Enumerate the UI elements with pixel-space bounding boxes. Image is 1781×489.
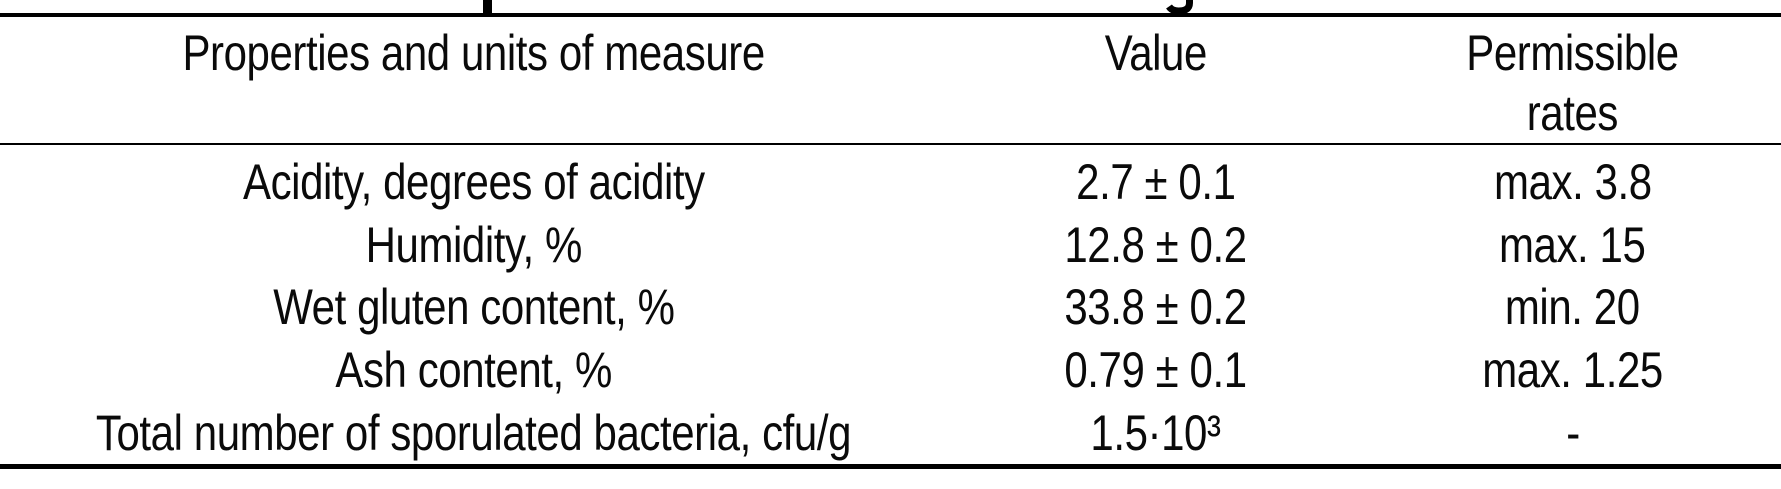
property-text: Total number of sporulated bacteria, cfu…	[96, 404, 852, 461]
property-cell: Humidity, %	[0, 216, 947, 274]
table-top-border	[0, 13, 1781, 17]
table-row: Humidity, % 12.8 ± 0.2 max. 15	[0, 214, 1781, 277]
value-cell: 33.8 ± 0.2	[947, 278, 1364, 336]
property-text: Ash content, %	[335, 342, 613, 399]
property-cell: Ash content, %	[0, 341, 947, 399]
table-header-row: Properties and units of measure Value Pe…	[0, 17, 1781, 143]
header-divider	[0, 143, 1781, 145]
header-cell-permissible-rates: Permissible rates	[1364, 23, 1781, 143]
header-cell-value: Value	[947, 23, 1364, 143]
value-text: 12.8 ± 0.2	[1064, 216, 1248, 273]
table-row: Wet gluten content, % 33.8 ± 0.2 min. 20	[0, 276, 1781, 339]
rate-text: max. 3.8	[1493, 154, 1652, 211]
value-text: 33.8 ± 0.2	[1064, 279, 1248, 336]
table-body: Acidity, degrees of acidity 2.7 ± 0.1 ma…	[0, 145, 1781, 464]
property-cell: Wet gluten content, %	[0, 278, 947, 336]
value-cell: 1.5·10³	[947, 404, 1364, 462]
header-cell-properties: Properties and units of measure	[0, 23, 947, 143]
value-cell: 2.7 ± 0.1	[947, 153, 1364, 211]
table-bottom-border	[0, 464, 1781, 469]
rate-text: min. 20	[1505, 279, 1641, 336]
rate-text: max. 1.25	[1482, 342, 1663, 399]
value-text: 2.7 ± 0.1	[1076, 154, 1236, 211]
rate-text: -	[1565, 404, 1580, 461]
header-properties-label: Properties and units of measure	[182, 25, 766, 81]
property-cell: Acidity, degrees of acidity	[0, 153, 947, 211]
rate-cell: max. 15	[1364, 216, 1781, 274]
rate-text: max. 15	[1499, 216, 1646, 273]
header-permissible-label-line1: Permissible	[1466, 25, 1679, 81]
header-permissible-label-line2: rates	[1526, 85, 1619, 141]
table-row: Ash content, % 0.79 ± 0.1 max. 1.25	[0, 339, 1781, 402]
property-text: Acidity, degrees of acidity	[242, 154, 705, 211]
rate-cell: -	[1364, 404, 1781, 462]
cropped-title-g-descender-icon	[1166, 0, 1193, 14]
property-cell: Total number of sporulated bacteria, cfu…	[0, 404, 947, 462]
value-text: 1.5·10³	[1090, 404, 1222, 461]
rate-cell: max. 3.8	[1364, 153, 1781, 211]
property-text: Wet gluten content, %	[273, 279, 675, 336]
cropped-title-p-descender-icon	[483, 0, 492, 13]
value-cell: 0.79 ± 0.1	[947, 341, 1364, 399]
rate-cell: min. 20	[1364, 278, 1781, 336]
header-value-label: Value	[1104, 25, 1208, 81]
table-row: Acidity, degrees of acidity 2.7 ± 0.1 ma…	[0, 151, 1781, 214]
rate-cell: max. 1.25	[1364, 341, 1781, 399]
top-margin	[0, 0, 1781, 13]
property-text: Humidity, %	[365, 216, 583, 273]
value-cell: 12.8 ± 0.2	[947, 216, 1364, 274]
value-text: 0.79 ± 0.1	[1064, 342, 1248, 399]
table-row: Total number of sporulated bacteria, cfu…	[0, 401, 1781, 464]
